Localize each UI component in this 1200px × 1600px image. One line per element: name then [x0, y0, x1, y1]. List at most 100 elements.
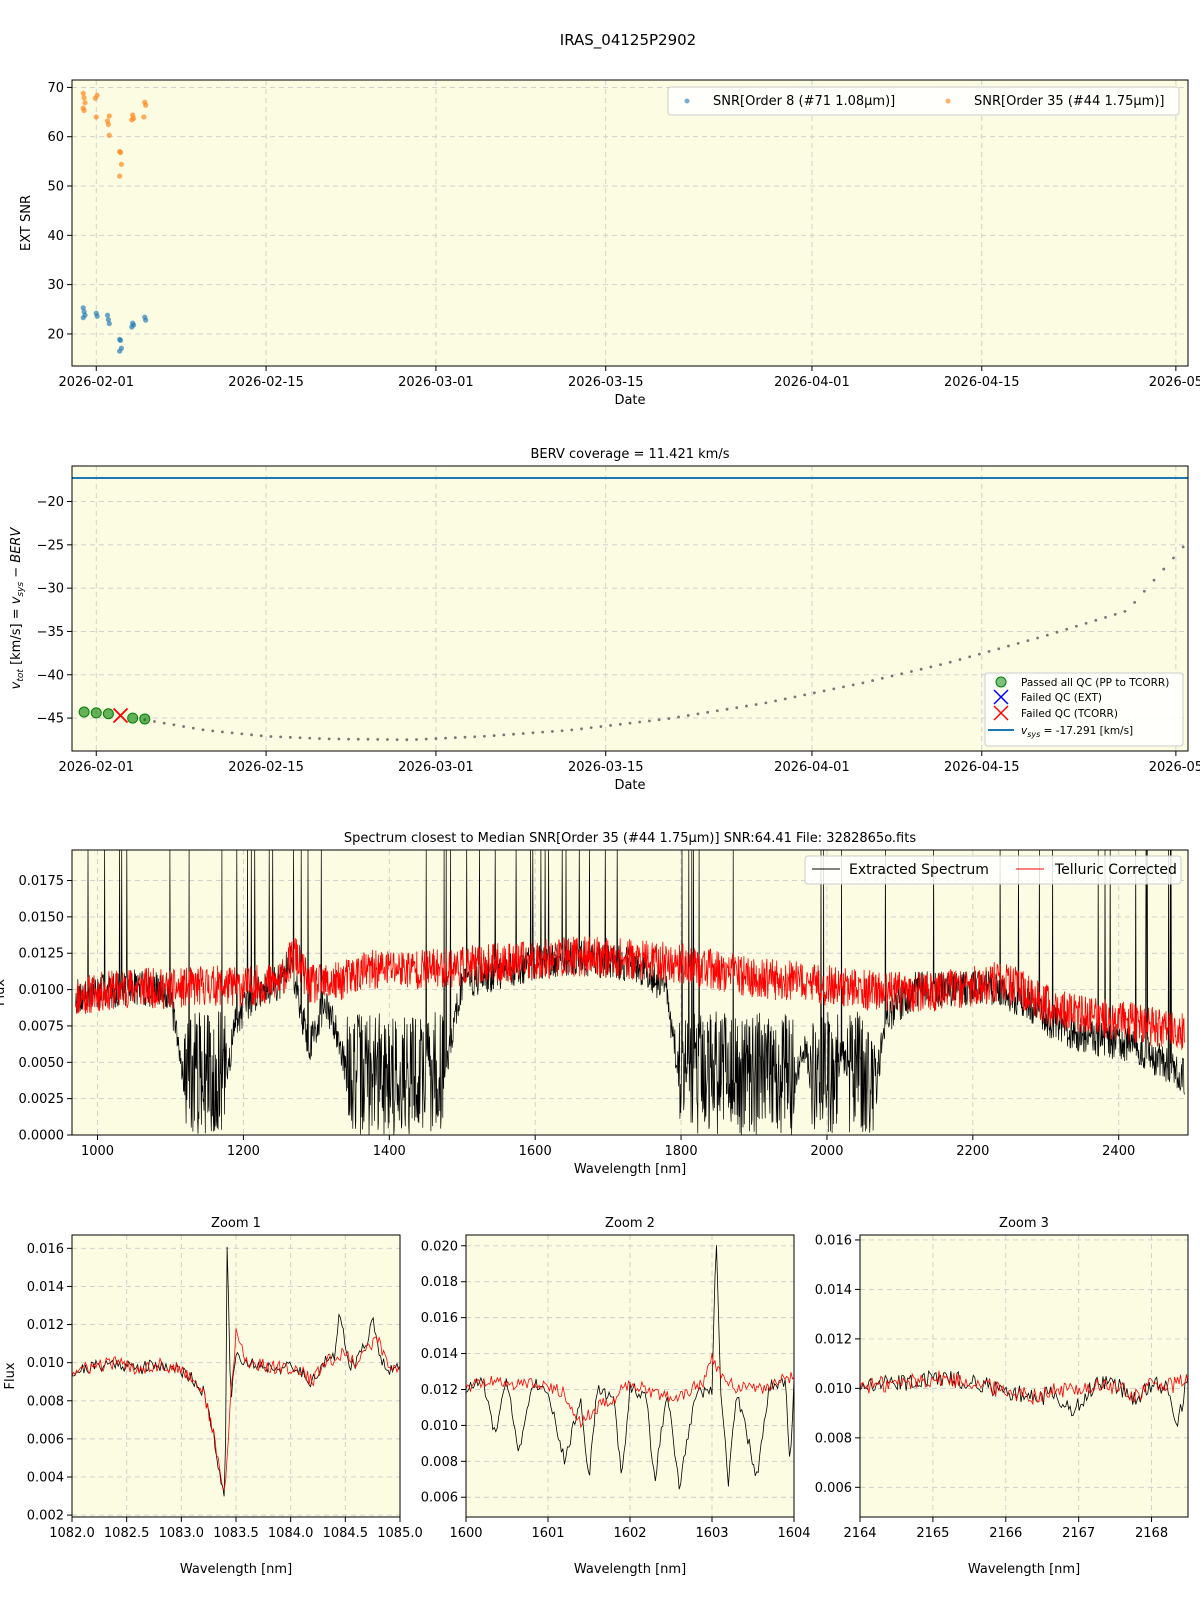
zoom1-x-tick-label: 1082.0 — [49, 1526, 95, 1541]
snr-x-tick-label: 2026-04-15 — [944, 375, 1020, 390]
spectrum-legend-box — [804, 855, 1182, 885]
zoom3-title: Zoom 3 — [999, 1216, 1049, 1231]
berv-curve-dot — [638, 720, 642, 724]
berv-curve-dot — [1007, 644, 1010, 648]
berv-curve-dot — [405, 738, 409, 742]
berv-curve-dot — [929, 665, 933, 669]
berv-curve-dot — [900, 672, 904, 676]
berv-curve-dot — [1133, 600, 1137, 604]
berv-curve-dot — [269, 735, 273, 738]
berv-x-tick-label: 2026-03-01 — [398, 760, 474, 775]
snr-ylabel: EXT SNR — [19, 195, 34, 251]
spectrum-x-tick-label: 2200 — [956, 1144, 989, 1159]
snr-series1-point — [118, 161, 125, 167]
berv-curve-dot — [1084, 621, 1088, 625]
berv-curve-dot — [221, 730, 224, 734]
berv-curve-dot — [182, 725, 186, 728]
zoom2-frame-layer: 1600 1601 1602 1603 1604 0.006 0.008 0.010 0.012… — [421, 1216, 811, 1577]
berv-y-tick-label: −25 — [37, 538, 64, 553]
berv-curve-dot — [948, 660, 952, 664]
zoom1-y-tick-label: 0.004 — [27, 1470, 64, 1485]
passed-qc-point — [90, 707, 102, 719]
berv-curve-dot — [453, 736, 457, 740]
snr-series0-point — [80, 315, 86, 321]
berv-curve-dot — [1075, 624, 1078, 628]
spectrum-xlabel: Wavelength [nm] — [574, 1162, 686, 1177]
zoom3-y-tick-label: 0.016 — [815, 1233, 852, 1248]
snr-series1-point — [117, 149, 124, 156]
zoom3-plot-background — [860, 1235, 1188, 1517]
zoom1-y-tick-label: 0.016 — [27, 1242, 64, 1257]
zoom1-xlabel: Wavelength [nm] — [180, 1562, 292, 1577]
zoom3-frame-layer: 2164 2165 2166 2167 2168 0.006 0.008 0.010 0.012… — [815, 1216, 1189, 1577]
snr-series0-point — [94, 313, 100, 319]
snr-frame-layer: 2026-02-01 2026-02-15 2026-03-01 2026-03-15… — [19, 79, 1200, 408]
zoom2-x-tick-label: 1604 — [777, 1526, 810, 1541]
spectrum-y-tick-label: 0.0075 — [19, 1019, 65, 1034]
zoom3-telluric-line — [860, 1370, 1188, 1406]
berv-curve-dot — [599, 725, 603, 728]
snr-series0-point — [117, 348, 123, 354]
spectrum-x-tick-label: 1800 — [665, 1144, 698, 1159]
berv-y-tick-label: −20 — [37, 495, 64, 510]
berv-curve-dot — [541, 730, 545, 734]
berv-curve-dot — [153, 720, 156, 723]
spectrum-legend: Extracted Spectrum Telluric Corrected — [804, 855, 1182, 885]
spectrum-x-tick-label: 2400 — [1102, 1144, 1135, 1159]
berv-curve-dot — [745, 704, 748, 708]
failed-tcorr-point — [112, 707, 129, 724]
spectrum-x-tick-label: 2000 — [810, 1144, 843, 1159]
zoom1-telluric-line — [72, 1328, 400, 1491]
berv-curve-dot — [1123, 610, 1127, 613]
berv-curve-dot — [871, 679, 875, 682]
berv-curve-dot — [589, 726, 593, 730]
berv-curve-dot — [211, 729, 215, 733]
berv-legend-box — [984, 672, 1184, 747]
berv-ylabel-part: v — [9, 681, 24, 689]
snr-series1-point — [106, 113, 112, 119]
berv-legend: Passed all QC (PP to TCORR) Failed QC (E… — [984, 672, 1184, 747]
berv-curve-dot — [609, 724, 612, 727]
zoom3-y-tick-label: 0.014 — [815, 1283, 852, 1298]
spectrum-y-tick-label: 0.0050 — [19, 1056, 65, 1071]
berv-curve-dot — [910, 670, 913, 673]
spectrum-x-tick-label: 1600 — [519, 1144, 552, 1159]
snr-legend: SNR[Order 8 (#71 1.08μm)] SNR[Order 35 (… — [667, 86, 1180, 116]
berv-curve-dot — [201, 728, 205, 732]
snr-y-tick-label: 70 — [47, 81, 64, 96]
snr-series0-point — [117, 337, 124, 343]
zoom1-x-tick-label: 1082.5 — [104, 1526, 150, 1541]
berv-curve-dot — [812, 691, 816, 695]
zoom3-axes: 2164 2165 2166 2167 2168 0.006 0.008 0.010 0.012… — [815, 1216, 1189, 1577]
figure-title: IRAS_04125P2902 — [560, 31, 696, 50]
zoom1-y-tick-label: 0.006 — [27, 1432, 64, 1447]
spectrum-x-tick-label: 1400 — [373, 1144, 406, 1159]
snr-series0-point — [129, 324, 135, 330]
snr-x-tick-label: 2026-03-15 — [568, 375, 644, 390]
snr-plot-background — [72, 80, 1188, 366]
berv-curve-dot — [774, 699, 777, 703]
snr-series1-point — [129, 117, 135, 123]
berv-curve-dot — [842, 685, 845, 689]
passed-qc-point — [102, 708, 114, 720]
berv-curve-dot — [521, 732, 525, 735]
berv-curve-dot — [706, 710, 710, 714]
zoom2-y-tick-label: 0.006 — [421, 1491, 458, 1506]
snr-series1-point — [80, 90, 86, 96]
berv-curve-dot — [715, 709, 719, 713]
berv-curve-dot — [677, 715, 680, 719]
berv-curve-dot — [550, 730, 554, 733]
berv-curve-dot — [298, 736, 302, 740]
berv-axes: Passed all QC (PP to TCORR) Failed QC (E… — [9, 447, 1200, 793]
zoom1-axes-frame — [71, 1234, 401, 1518]
berv-y-tick-label: −30 — [37, 582, 64, 597]
zoom1-y-tick-label: 0.002 — [27, 1509, 64, 1524]
snr-series1-point — [143, 102, 149, 108]
spectrum-y-tick-label: 0.0025 — [19, 1092, 65, 1107]
zoom1-y-tick-label: 0.014 — [27, 1280, 64, 1295]
snr-legend-label-order8: SNR[Order 8 (#71 1.08μm)] — [713, 94, 895, 109]
zoom2-y-tick-label: 0.010 — [421, 1419, 458, 1434]
berv-curve-dot — [977, 652, 981, 656]
snr-series0-point — [104, 312, 111, 318]
zoom2-x-tick-label: 1601 — [531, 1526, 564, 1541]
